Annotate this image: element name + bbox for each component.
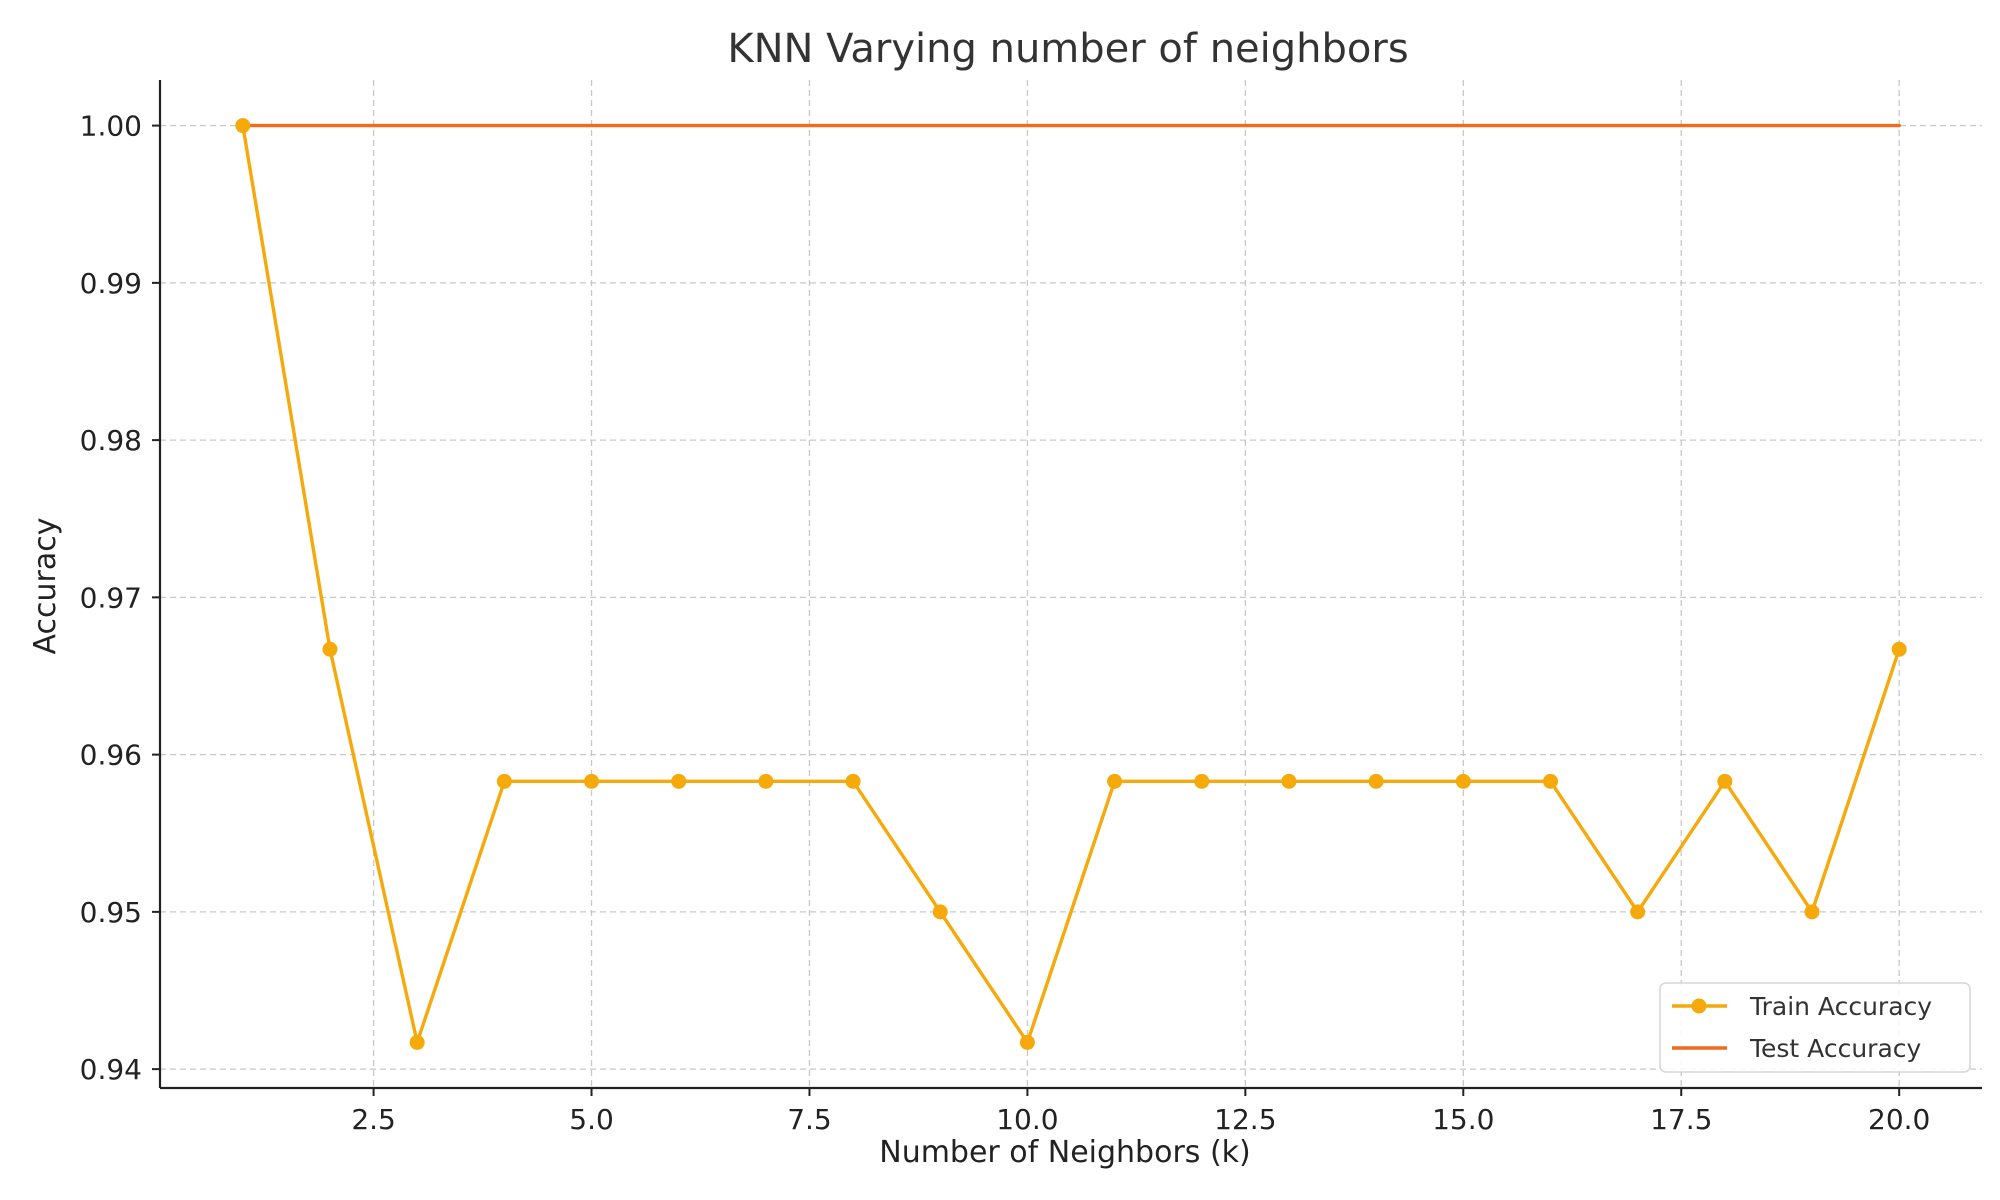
x-tick-label: 2.5 xyxy=(351,1103,396,1136)
legend-test-label: Test Accuracy xyxy=(1749,1034,1922,1063)
y-tick-label: 0.99 xyxy=(80,267,142,300)
train-accuracy-point xyxy=(671,773,687,789)
train-accuracy-point xyxy=(1368,773,1384,789)
x-tick-label: 20.0 xyxy=(1868,1103,1930,1136)
y-tick-label: 1.00 xyxy=(80,110,142,143)
x-tick-label: 7.5 xyxy=(787,1103,832,1136)
x-axis-title: Number of Neighbors (k) xyxy=(879,1135,1250,1170)
grid-layer xyxy=(160,80,1982,1088)
train-accuracy-point xyxy=(1455,773,1471,789)
y-tick-label: 0.98 xyxy=(80,424,142,457)
train-accuracy-point xyxy=(409,1034,425,1050)
train-accuracy-point xyxy=(932,904,948,920)
x-tick-label: 15.0 xyxy=(1432,1103,1494,1136)
train-accuracy-point xyxy=(235,118,251,134)
train-accuracy-point xyxy=(1891,641,1907,657)
x-tick-label: 12.5 xyxy=(1214,1103,1276,1136)
train-accuracy-point xyxy=(758,773,774,789)
train-accuracy-point xyxy=(496,773,512,789)
legend-train-label: Train Accuracy xyxy=(1749,992,1932,1021)
train-accuracy-point xyxy=(322,641,338,657)
train-accuracy-point xyxy=(845,773,861,789)
train-accuracy-point xyxy=(1630,904,1646,920)
x-tick-label: 17.5 xyxy=(1650,1103,1712,1136)
train-accuracy-point xyxy=(1107,773,1123,789)
y-axis-title: Accuracy xyxy=(28,518,63,655)
x-tick-label: 10.0 xyxy=(996,1103,1058,1136)
ticks-layer: 2.5 5.0 7.5 10.0 12.5 15.0 17.5 20.0 0.94 0.95 0.9… xyxy=(80,110,1931,1136)
y-tick-label: 0.94 xyxy=(80,1053,142,1086)
train-accuracy-point xyxy=(1281,773,1297,789)
train-accuracy-point xyxy=(1019,1034,1035,1050)
chart-title: KNN Varying number of neighbors xyxy=(727,26,1408,72)
train-accuracy-point xyxy=(1717,773,1733,789)
legend-train-marker xyxy=(1691,998,1707,1014)
y-tick-label: 0.97 xyxy=(80,581,142,614)
x-tick-label: 5.0 xyxy=(569,1103,614,1136)
axes-layer xyxy=(158,80,1982,1090)
y-tick-label: 0.95 xyxy=(80,896,142,929)
series-layer xyxy=(235,118,1907,1050)
train-accuracy-point xyxy=(1804,904,1820,920)
legend: Train Accuracy Test Accuracy xyxy=(1659,982,1971,1073)
legend-box xyxy=(1659,982,1971,1073)
train-accuracy-point xyxy=(1194,773,1210,789)
train-accuracy-point xyxy=(1542,773,1558,789)
train-accuracy-point xyxy=(584,773,600,789)
train-accuracy-line xyxy=(241,123,1901,1045)
y-tick-label: 0.96 xyxy=(80,739,142,772)
